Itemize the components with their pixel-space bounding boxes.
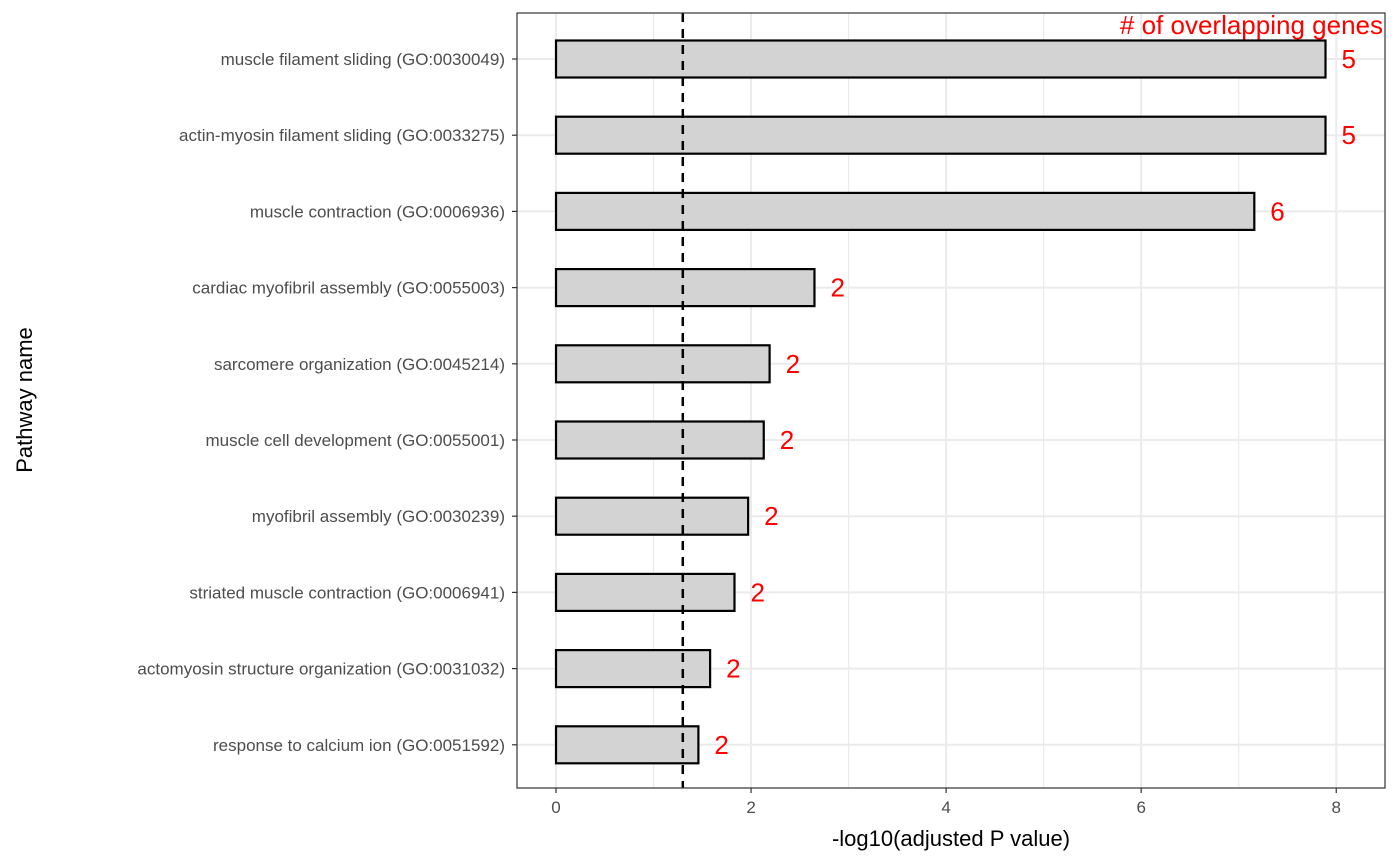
bar [554, 39, 1327, 79]
plot-border [516, 12, 1386, 789]
count-label: 2 [714, 730, 728, 760]
annotation-title: # of overlapping genes [1120, 10, 1383, 40]
y-tick-label: actin-myosin filament sliding (GO:003327… [179, 126, 505, 145]
bar [554, 268, 816, 308]
x-tick-label: 6 [1136, 798, 1145, 817]
y-tick-label: sarcomere organization (GO:0045214) [214, 355, 505, 374]
count-labels: 5 5 6 2 2 2 2 2 2 2 [714, 44, 1356, 760]
bar [554, 648, 712, 689]
y-tick-label: muscle cell development (GO:0055001) [205, 431, 505, 450]
count-label: 2 [750, 577, 764, 607]
y-tick-label: muscle contraction (GO:0006936) [250, 202, 505, 221]
count-label: 2 [786, 349, 800, 379]
bar [554, 344, 771, 384]
x-tick-label: 8 [1332, 798, 1341, 817]
x-axis-ticks: 0 2 4 6 8 [551, 788, 1341, 817]
y-tick-label: cardiac myofibril assembly (GO:0055003) [192, 279, 505, 298]
x-tick-label: 4 [941, 798, 950, 817]
y-tick-label: actomyosin structure organization (GO:00… [137, 660, 505, 679]
y-axis-title: Pathway name [12, 327, 37, 473]
count-label: 6 [1270, 196, 1284, 226]
y-axis-ticks: muscle filament sliding (GO:0030049) acti… [137, 50, 517, 755]
count-label: 2 [830, 273, 844, 303]
bar [554, 420, 765, 460]
bars [554, 39, 1327, 765]
y-tick-label: muscle filament sliding (GO:0030049) [221, 50, 505, 69]
count-label: 5 [1342, 120, 1356, 150]
x-axis-title: -log10(adjusted P value) [832, 826, 1070, 851]
bar [554, 572, 736, 613]
y-tick-label: striated muscle contraction (GO:0006941) [189, 583, 505, 602]
y-tick-label: response to calcium ion (GO:0051592) [213, 736, 505, 755]
bar [554, 115, 1327, 155]
bar [554, 725, 700, 765]
y-tick-label: myofibril assembly (GO:0030239) [252, 507, 505, 526]
count-label: 2 [726, 654, 740, 684]
count-label: 2 [780, 425, 794, 455]
x-tick-label: 0 [551, 798, 560, 817]
bar [554, 191, 1256, 231]
count-label: 2 [764, 501, 778, 531]
count-label: 5 [1342, 44, 1356, 74]
x-tick-label: 2 [746, 798, 755, 817]
bar [554, 496, 750, 536]
